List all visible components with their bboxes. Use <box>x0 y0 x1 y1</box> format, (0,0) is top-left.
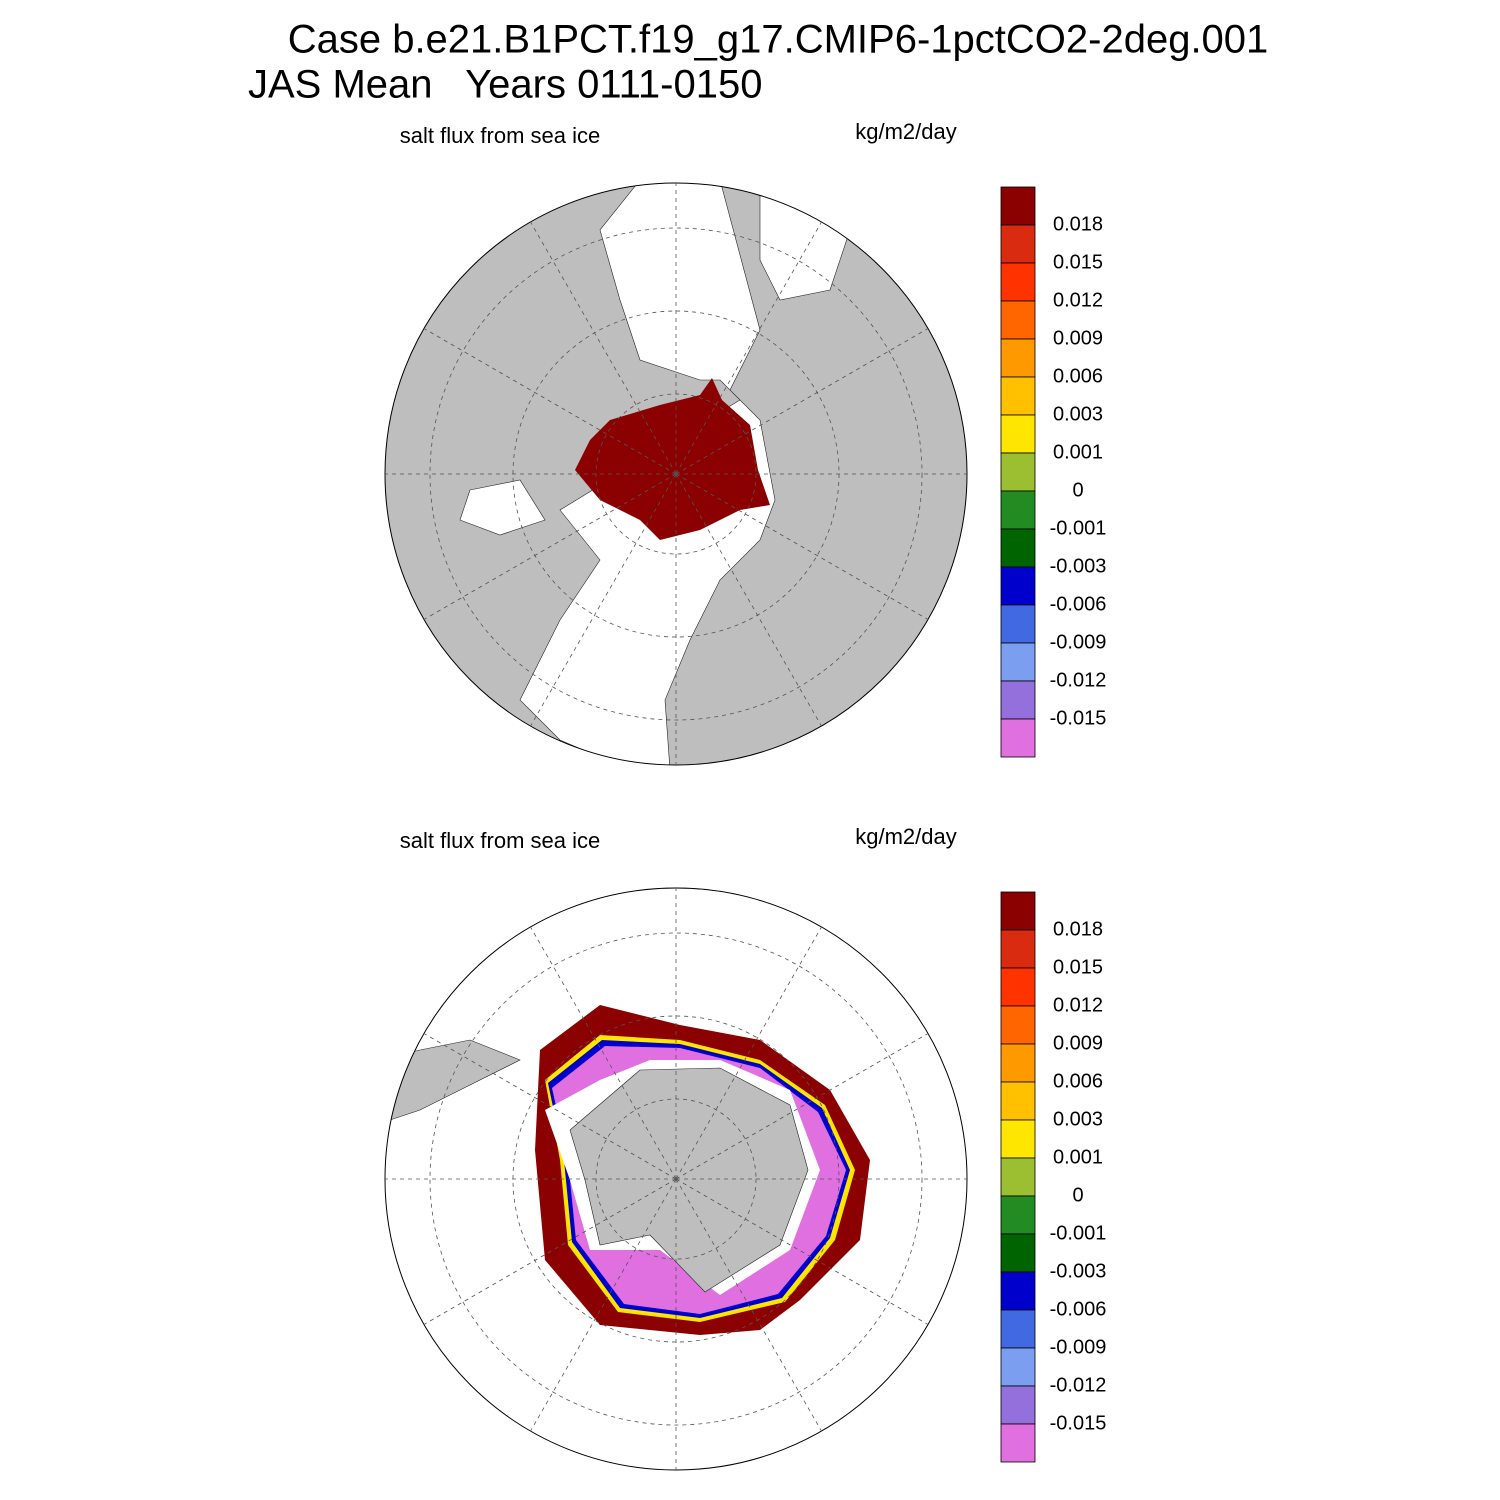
graticule <box>675 1033 929 1180</box>
colorbar-box <box>1000 967 1036 1007</box>
colorbar-box <box>1000 1385 1036 1425</box>
graticule <box>429 932 923 1426</box>
colorbar-label: 0.018 <box>1053 918 1103 940</box>
colorbar-box <box>1000 528 1036 568</box>
colorbar-label: -0.012 <box>1050 669 1107 691</box>
colorbar-box <box>1000 186 1036 226</box>
colorbar-label: 0 <box>1072 479 1083 501</box>
colorbar-box <box>1000 1195 1036 1235</box>
colorbar-box <box>1000 224 1036 264</box>
colorbar-box <box>1000 1309 1036 1349</box>
colorbar-label: -0.006 <box>1050 1298 1107 1320</box>
colorbar-box <box>1000 1157 1036 1197</box>
graticule <box>530 1178 677 1432</box>
ice-field <box>575 378 770 540</box>
colorbar-label: 0.001 <box>1053 441 1103 463</box>
graticule <box>675 221 822 475</box>
colorbar-box <box>1000 1119 1036 1159</box>
panel-title: salt flux from sea ice <box>400 123 601 148</box>
graticule <box>429 227 923 721</box>
colorbar-box <box>1000 604 1036 644</box>
colorbar-box <box>1000 642 1036 682</box>
colorbar-box <box>1000 566 1036 606</box>
land <box>569 1067 809 1293</box>
panel-title: salt flux from sea ice <box>400 828 601 853</box>
main-title: Case b.e21.B1PCT.f19_g17.CMIP6-1pctCO2-2… <box>288 18 1269 62</box>
colorbar-box <box>1000 891 1036 931</box>
colorbar-box <box>1000 929 1036 969</box>
colorbar-label: -0.003 <box>1050 1260 1107 1282</box>
ocean <box>459 479 546 536</box>
colorbar-box <box>1000 490 1036 530</box>
colorbar-label: 0 <box>1072 1184 1083 1206</box>
colorbar-label: -0.009 <box>1050 631 1107 653</box>
graticule <box>675 328 929 475</box>
arctic-map <box>384 182 968 766</box>
colorbar-label: -0.001 <box>1050 1222 1107 1244</box>
colorbar-box <box>1000 376 1036 416</box>
graticule <box>423 328 677 475</box>
graticule <box>675 926 822 1180</box>
colorbar-label: 0.012 <box>1053 994 1103 1016</box>
colorbar-box <box>1000 452 1036 492</box>
colorbar-box <box>1000 718 1036 758</box>
graticule <box>675 1178 929 1325</box>
colorbar-label: 0.009 <box>1053 327 1103 349</box>
colorbar-label: 0.003 <box>1053 1108 1103 1130</box>
colorbar-box <box>1000 1347 1036 1387</box>
colorbar-box <box>1000 1005 1036 1045</box>
colorbar-box <box>1000 1423 1036 1463</box>
colorbar-box <box>1000 262 1036 302</box>
colorbar-box <box>1000 1233 1036 1273</box>
colorbar-label: 0.009 <box>1053 1032 1103 1054</box>
colorbar-label: 0.012 <box>1053 289 1103 311</box>
colorbar-label: 0.003 <box>1053 403 1103 425</box>
colorbar-box <box>1000 414 1036 454</box>
colorbar-box <box>1000 1271 1036 1311</box>
graticule <box>530 473 677 727</box>
colorbar-label: 0.001 <box>1053 1146 1103 1168</box>
units: kg/m2/day <box>855 824 957 849</box>
graticule <box>423 473 677 620</box>
colorbar-box <box>1000 338 1036 378</box>
colorbar-label: -0.015 <box>1050 707 1107 729</box>
colorbar-box <box>1000 300 1036 340</box>
graticule <box>675 473 822 727</box>
colorbar-label: 0.006 <box>1053 1070 1103 1092</box>
colorbar-label: 0.015 <box>1053 956 1103 978</box>
graticule <box>675 1178 822 1432</box>
colorbar-label: -0.001 <box>1050 517 1107 539</box>
colorbar-label: -0.012 <box>1050 1374 1107 1396</box>
colorbar-box <box>1000 680 1036 720</box>
land <box>385 1039 521 1121</box>
subtitle: JAS Mean Years 0111-0150 <box>248 63 762 107</box>
colorbar-label: -0.015 <box>1050 1412 1107 1434</box>
antarctic-map <box>384 887 968 1471</box>
graticule <box>423 1178 677 1325</box>
colorbar-label: -0.003 <box>1050 555 1107 577</box>
colorbar-label: 0.006 <box>1053 365 1103 387</box>
colorbar-box <box>1000 1043 1036 1083</box>
colorbar-label: -0.009 <box>1050 1336 1107 1358</box>
colorbar-label: 0.018 <box>1053 213 1103 235</box>
colorbar-label: 0.015 <box>1053 251 1103 273</box>
units: kg/m2/day <box>855 119 957 144</box>
colorbar-label: -0.006 <box>1050 593 1107 615</box>
graticule <box>675 473 929 620</box>
colorbar-box <box>1000 1081 1036 1121</box>
graticule <box>530 926 677 1180</box>
graticule <box>423 1033 677 1180</box>
graticule <box>530 221 677 475</box>
